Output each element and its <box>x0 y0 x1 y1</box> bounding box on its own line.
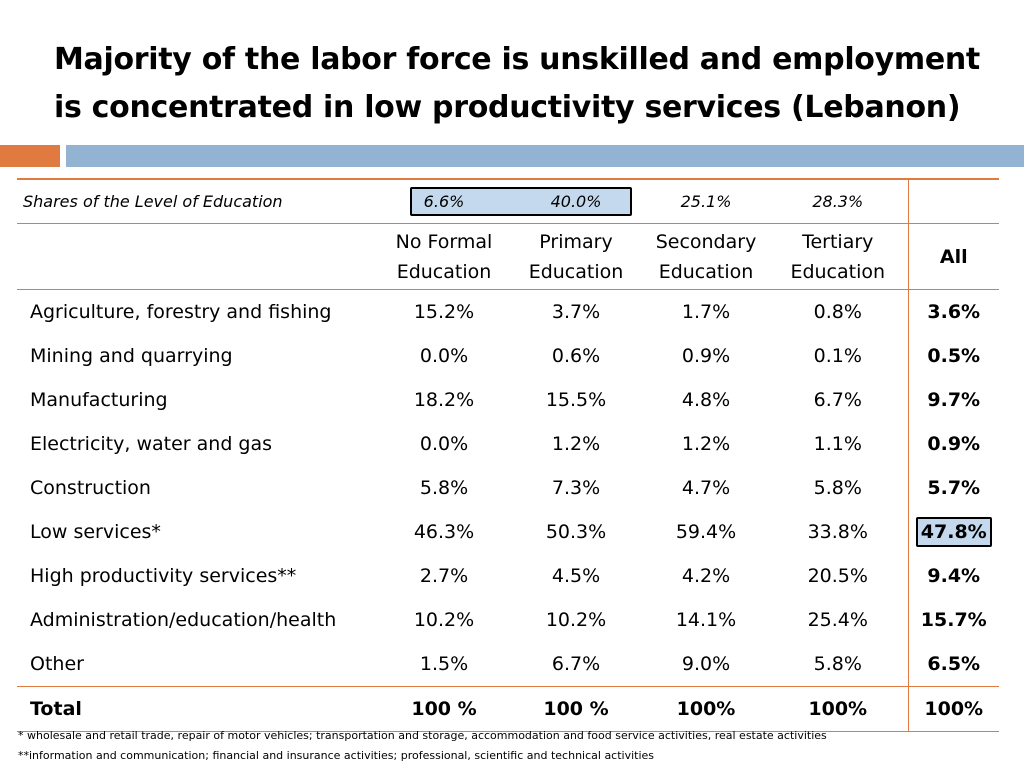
cell-all: 15.7% <box>907 598 999 642</box>
cell: 1.1% <box>813 433 862 455</box>
cell-all: 5.7% <box>907 466 999 510</box>
cell: 59.4% <box>675 521 737 543</box>
cell-all: 0.5% <box>907 334 999 378</box>
table-row: Manufacturing 18.2% 15.5% 4.8% 6.7% 9.7% <box>17 378 999 422</box>
cell: 0.0% <box>419 433 469 455</box>
cell: 0.1% <box>813 345 862 367</box>
table-row: Electricity, water and gas 0.0% 1.2% 1.2… <box>17 422 999 466</box>
header-primary: Primary Education <box>508 223 644 290</box>
row-label: Other <box>30 653 84 675</box>
highlight-box: 47.8% <box>915 517 992 547</box>
cell: 5.8% <box>419 477 469 499</box>
row-label: Administration/education/health <box>30 609 337 631</box>
cell: 6.7% <box>551 653 601 675</box>
cell: 0.8% <box>813 301 862 323</box>
accent-bar-orange <box>0 145 60 167</box>
table-row: Administration/education/health 10.2% 10… <box>17 598 999 642</box>
cell-all-highlighted: 47.8% <box>907 510 999 554</box>
table-row: Agriculture, forestry and fishing 15.2% … <box>17 289 999 334</box>
cell-all: 3.6% <box>907 289 999 334</box>
row-label: Mining and quarrying <box>30 345 233 367</box>
cell: 4.2% <box>681 565 731 587</box>
table-row: Construction 5.8% 7.3% 4.7% 5.8% 5.7% <box>17 466 999 510</box>
cell-all: 6.5% <box>907 642 999 687</box>
cell: 3.7% <box>551 301 601 323</box>
cell: 0.0% <box>419 345 469 367</box>
cell: 4.7% <box>681 477 731 499</box>
cell: 1.7% <box>681 301 731 323</box>
table-row: Low services* 46.3% 50.3% 59.4% 33.8% 47… <box>17 510 999 554</box>
accent-bar-blue <box>66 145 1024 167</box>
cell: 7.3% <box>551 477 601 499</box>
share-all-empty <box>907 178 999 224</box>
cell: 10.2% <box>413 609 475 631</box>
cell: 50.3% <box>545 521 607 543</box>
share-tertiary: 28.3% <box>768 178 908 224</box>
header-tertiary: Tertiary Education <box>768 223 908 290</box>
header-empty <box>17 223 380 290</box>
shares-label: Shares of the Level of Education <box>17 178 632 224</box>
row-label: Manufacturing <box>30 389 168 411</box>
page-title: Majority of the labor force is unskilled… <box>54 42 980 125</box>
total-cell: 100% <box>644 686 768 732</box>
cell: 15.5% <box>545 389 607 411</box>
cell: 1.2% <box>681 433 731 455</box>
total-cell: 100 % <box>508 686 644 732</box>
cell: 4.5% <box>551 565 601 587</box>
cell-all: 9.7% <box>907 378 999 422</box>
row-label: Low services* <box>30 521 161 543</box>
total-cell: 100% <box>768 686 908 732</box>
total-row: Total 100 % 100 % 100% 100% 100% <box>17 686 999 732</box>
shares-highlight-box <box>410 187 632 216</box>
cell-all: 0.9% <box>907 422 999 466</box>
total-cell: 100 % <box>380 686 508 732</box>
row-label: High productivity services** <box>30 565 297 587</box>
cell: 1.5% <box>419 653 469 675</box>
cell: 25.4% <box>807 609 868 631</box>
share-no-formal: 6.6% <box>380 178 508 224</box>
header-no-formal: No Formal Education <box>380 223 508 290</box>
cell: 6.7% <box>813 389 862 411</box>
cell: 33.8% <box>807 521 868 543</box>
shares-row: Shares of the Level of Education 6.6% 40… <box>17 178 999 224</box>
row-label: Electricity, water and gas <box>30 433 273 455</box>
cell: 15.2% <box>413 301 475 323</box>
cell: 2.7% <box>419 565 469 587</box>
cell: 5.8% <box>813 477 862 499</box>
header-all: All <box>907 223 999 290</box>
cell: 10.2% <box>545 609 607 631</box>
share-secondary: 25.1% <box>644 178 768 224</box>
cell: 4.8% <box>681 389 731 411</box>
education-employment-table: Shares of the Level of Education 6.6% 40… <box>17 178 999 732</box>
cell: 46.3% <box>413 521 475 543</box>
table-row: Mining and quarrying 0.0% 0.6% 0.9% 0.1%… <box>17 334 999 378</box>
cell: 0.9% <box>681 345 731 367</box>
row-label: Agriculture, forestry and fishing <box>30 301 332 323</box>
cell: 14.1% <box>675 609 737 631</box>
cell: 9.0% <box>681 653 731 675</box>
footnote-high-services: **information and communication; financi… <box>18 749 655 762</box>
cell: 18.2% <box>413 389 475 411</box>
cell: 1.2% <box>551 433 601 455</box>
cell-all: 9.4% <box>907 554 999 598</box>
total-all: 100% <box>907 686 999 732</box>
header-secondary: Secondary Education <box>644 223 768 290</box>
total-label: Total <box>17 686 380 732</box>
header-row: No Formal Education Primary Education Seco… <box>17 223 999 290</box>
table-row: High productivity services** 2.7% 4.5% 4… <box>17 554 999 598</box>
footnote-low-services: * wholesale and retail trade, repair of … <box>18 729 827 742</box>
cell: 20.5% <box>807 565 868 587</box>
table-row: Other 1.5% 6.7% 9.0% 5.8% 6.5% <box>17 642 999 687</box>
cell: 0.6% <box>551 345 601 367</box>
cell: 5.8% <box>813 653 862 675</box>
row-label: Construction <box>30 477 151 499</box>
